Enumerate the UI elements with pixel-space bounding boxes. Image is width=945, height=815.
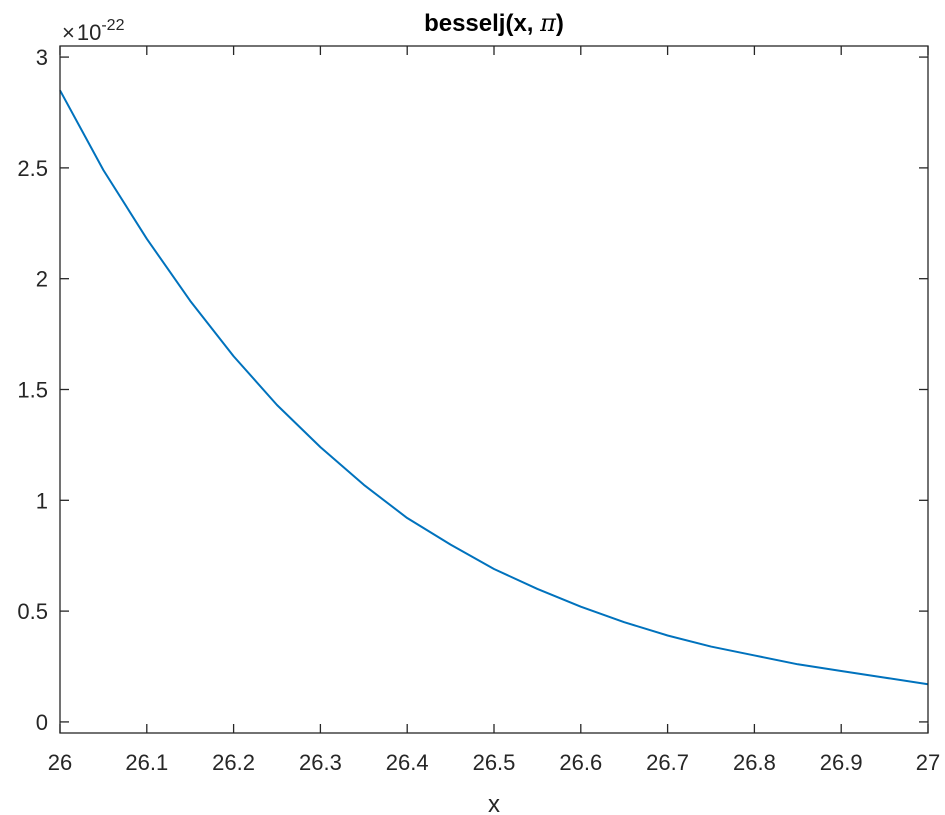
x-axis-label: x — [488, 791, 500, 815]
y-tick-label: 2 — [36, 267, 48, 292]
plot-area — [60, 46, 928, 733]
x-tick-label: 26.5 — [473, 750, 516, 775]
series-line — [59, 89, 929, 686]
y-tick-label: 0.5 — [17, 599, 48, 624]
y-tick-label: 1 — [36, 488, 48, 513]
x-tick-label: 26.7 — [646, 750, 689, 775]
chart-title: besselj(x, π) — [424, 9, 564, 37]
axes-box — [59, 45, 929, 734]
x-tick-label: 26.3 — [299, 750, 342, 775]
y-tick-label: 2.5 — [17, 156, 48, 181]
x-axis-ticks: 26 26.1 26.2 26.3 26.4 26.5 26.6 26.7 26.8 26.9 27 — [48, 46, 940, 775]
x-tick-label: 27 — [916, 750, 940, 775]
x-tick-label: 26.2 — [212, 750, 255, 775]
title-pi-symbol: π — [539, 9, 557, 37]
y-axis-ticks: 0 0.5 1 1.5 2 2.5 3 — [17, 45, 928, 735]
x-tick-label: 26.6 — [559, 750, 602, 775]
x-tick-label: 26.9 — [820, 750, 863, 775]
x-tick-label: 26.4 — [386, 750, 429, 775]
y-tick-label: 0 — [36, 710, 48, 735]
series-group — [59, 89, 929, 686]
x-tick-label: 26 — [48, 750, 72, 775]
y-axis-exponent: ×10-22 — [62, 17, 125, 45]
y-tick-label: 3 — [36, 45, 48, 70]
x-tick-label: 26.8 — [733, 750, 776, 775]
x-tick-label: 26.1 — [125, 750, 168, 775]
y-tick-label: 1.5 — [17, 378, 48, 403]
